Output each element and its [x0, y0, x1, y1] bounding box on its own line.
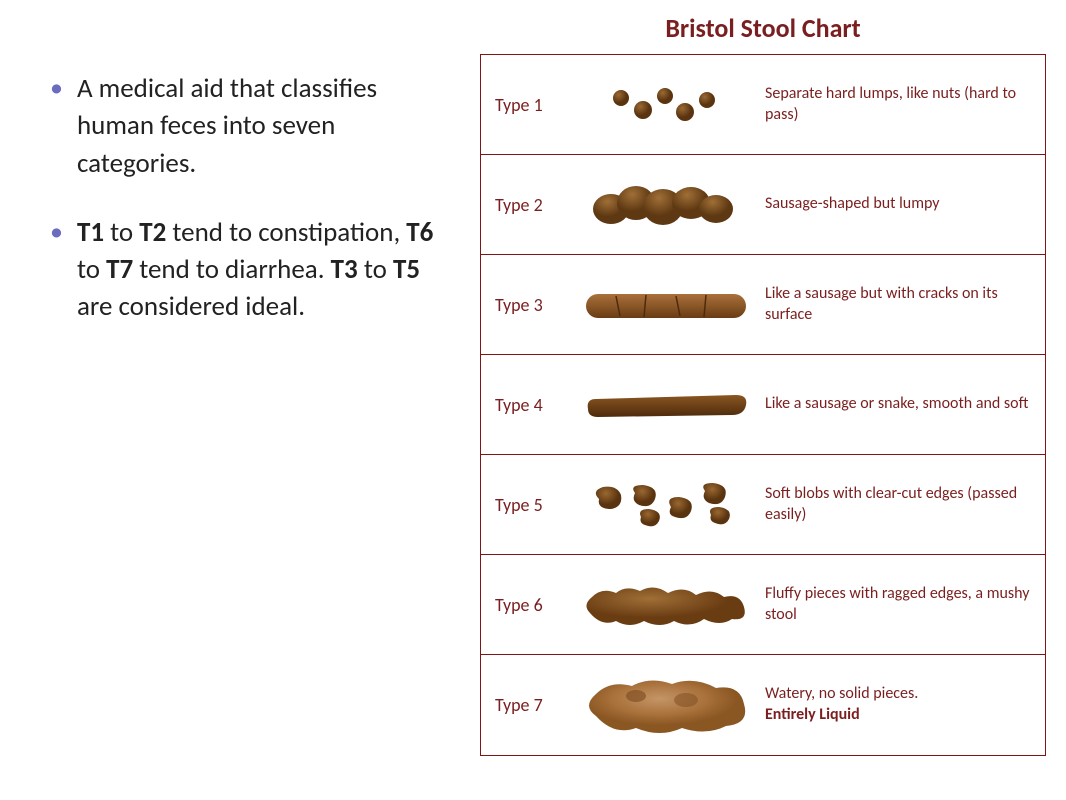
type-description: Separate hard lumps, like nuts (hard to … — [761, 84, 1035, 126]
stool-illustration-type4 — [571, 385, 761, 425]
notes-column: • A medical aid that classifies human fe… — [0, 0, 470, 800]
bullet-item: • A medical aid that classifies human fe… — [50, 70, 450, 182]
chart-title: Bristol Stool Chart — [480, 12, 1046, 44]
chart-row: Type 2 Sausage-shaped but lumpy — [481, 155, 1045, 255]
type-description: Soft blobs with clear-cut edges (passed … — [761, 484, 1035, 526]
type-description: Fluffy pieces with ragged edges, a mushy… — [761, 584, 1035, 626]
bullet-text: T1 to T2 tend to constipation, T6 to T7 … — [77, 214, 450, 326]
bullet-marker-icon: • — [50, 214, 63, 250]
type-description: Sausage-shaped but lumpy — [761, 194, 1035, 215]
chart-row: Type 6 Fluffy pieces with ragged edges, … — [481, 555, 1045, 655]
stool-illustration-type3 — [571, 280, 761, 330]
stool-illustration-type2 — [571, 175, 761, 235]
chart-row: Type 1 Separate hard lumps, like nuts (h… — [481, 55, 1045, 155]
bullet-marker-icon: • — [50, 70, 63, 106]
stool-illustration-type7 — [571, 670, 761, 740]
stool-illustration-type6 — [571, 577, 761, 632]
type-description: Like a sausage but with cracks on its su… — [761, 284, 1035, 326]
type-label: Type 1 — [495, 94, 571, 116]
type-label: Type 4 — [495, 394, 571, 416]
chart-table: Type 1 Separate hard lumps, like nuts (h… — [480, 54, 1046, 756]
stool-illustration-type5 — [571, 477, 761, 532]
chart-column: Bristol Stool Chart Type 1 Separate hard… — [470, 0, 1066, 800]
type-label: Type 2 — [495, 194, 571, 216]
chart-row: Type 3 Like a sausage but with cracks on… — [481, 255, 1045, 355]
bullet-text: A medical aid that classifies human fece… — [77, 70, 450, 182]
stool-illustration-type1 — [571, 80, 761, 130]
type-label: Type 5 — [495, 494, 571, 516]
chart-row: Type 4 Like a sausage or snake, smooth a… — [481, 355, 1045, 455]
bullet-item: • T1 to T2 tend to constipation, T6 to T… — [50, 214, 450, 326]
type-description: Watery, no solid pieces. Entirely Liquid — [761, 684, 1035, 726]
type-label: Type 6 — [495, 594, 571, 616]
type-label: Type 3 — [495, 294, 571, 316]
chart-row: Type 5 Soft blobs with clear-cut edges (… — [481, 455, 1045, 555]
type-label: Type 7 — [495, 694, 571, 716]
chart-row: Type 7 Watery, no solid pieces. Entirely… — [481, 655, 1045, 755]
type-description: Like a sausage or snake, smooth and soft — [761, 394, 1035, 415]
